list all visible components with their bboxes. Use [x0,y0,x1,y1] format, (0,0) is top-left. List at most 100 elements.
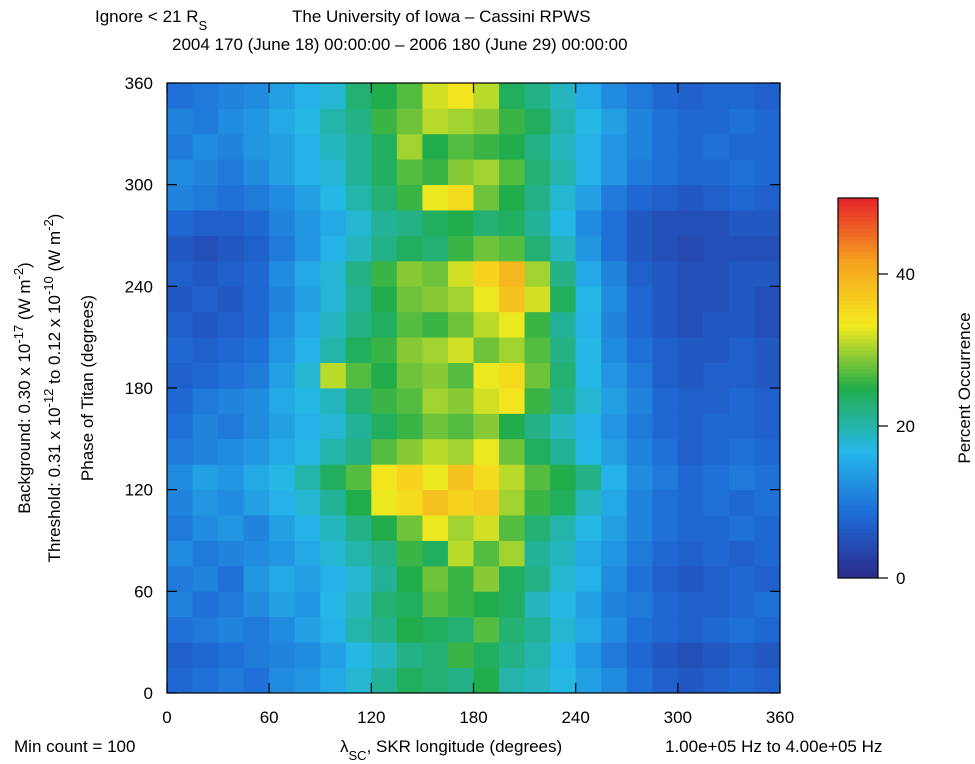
cell [575,235,602,262]
cell [371,413,398,440]
cell [320,210,347,236]
heatmap [167,83,781,694]
footer-right: 1.00e+05 Hz to 4.00e+05 Hz [665,737,882,756]
cell [550,159,577,186]
threshold-label: Threshold: 0.31 x 10-12 to 0.12 x 10-10 … [41,214,65,563]
cell [345,108,372,135]
cell [626,388,653,414]
x-tick-label: 120 [357,708,385,727]
cell [422,540,449,567]
cell [345,515,372,541]
cell [243,489,270,516]
cell [422,591,449,618]
cell [269,667,296,694]
cell [677,667,704,694]
cell [396,133,423,160]
colorbar-step [838,224,878,229]
cell [626,464,653,491]
cell [192,260,219,287]
cell [345,438,372,465]
cell [754,489,781,516]
cell [192,642,219,668]
label-text: λ [340,737,349,756]
cell [345,362,372,389]
cell [728,540,755,567]
colorbar-step [838,357,878,362]
cell [218,464,245,491]
cell [754,337,781,363]
cell [677,311,704,338]
cell [371,540,398,567]
cell [294,362,321,389]
cell [447,362,474,389]
cell [575,184,602,211]
cell [396,184,423,211]
colorbar-step [838,277,878,283]
chart-subtitle: 2004 170 (June 18) 00:00:00 – 2006 180 (… [172,35,628,54]
cell [320,540,347,567]
colorbar-step [838,266,878,271]
cell [345,83,372,109]
cell [652,388,679,414]
colorbar-step [838,251,878,256]
cell [473,235,500,262]
cell [345,388,372,414]
cell [703,438,730,465]
cell [626,311,653,338]
colorbar-step [838,399,878,404]
colorbar-step [838,460,878,465]
cell [320,667,347,694]
colorbar-step [838,228,878,233]
cell [371,337,398,363]
cell [294,642,321,668]
cell [320,489,347,516]
x-tick-label: 180 [459,708,487,727]
cell [396,260,423,287]
cell [754,667,781,694]
cell [703,337,730,363]
cell [192,362,219,389]
cell [728,642,755,668]
cell [371,133,398,160]
cell [754,388,781,414]
cell [499,210,525,236]
cell [294,515,321,541]
colorbar-step [838,559,878,564]
cell [422,515,449,541]
cell [167,540,193,567]
cell [499,489,525,516]
cell [447,286,474,313]
cell [192,413,219,440]
cell [499,311,525,338]
cell [728,311,755,338]
cell [243,616,270,643]
cell [422,438,449,465]
cell [269,235,296,262]
cell [243,565,270,592]
cell [473,413,500,440]
cell [269,616,296,643]
cell [269,464,296,491]
colorbar-step [838,479,878,484]
cell [499,362,525,389]
cell [703,83,730,109]
cell [167,210,193,236]
cell [652,362,679,389]
cell [269,540,296,567]
cell [371,388,398,414]
cell [320,337,347,363]
cell [167,133,193,160]
colorbar-tick-label: 40 [896,265,915,284]
cell [473,464,500,491]
cell [626,286,653,313]
cell [192,83,219,109]
colorbar-step [838,308,878,313]
cell [473,133,500,160]
cell [754,210,781,236]
cell [601,337,628,363]
script-text: -17 [11,325,26,344]
cell [524,388,551,414]
cell [243,413,270,440]
cell [473,388,500,414]
